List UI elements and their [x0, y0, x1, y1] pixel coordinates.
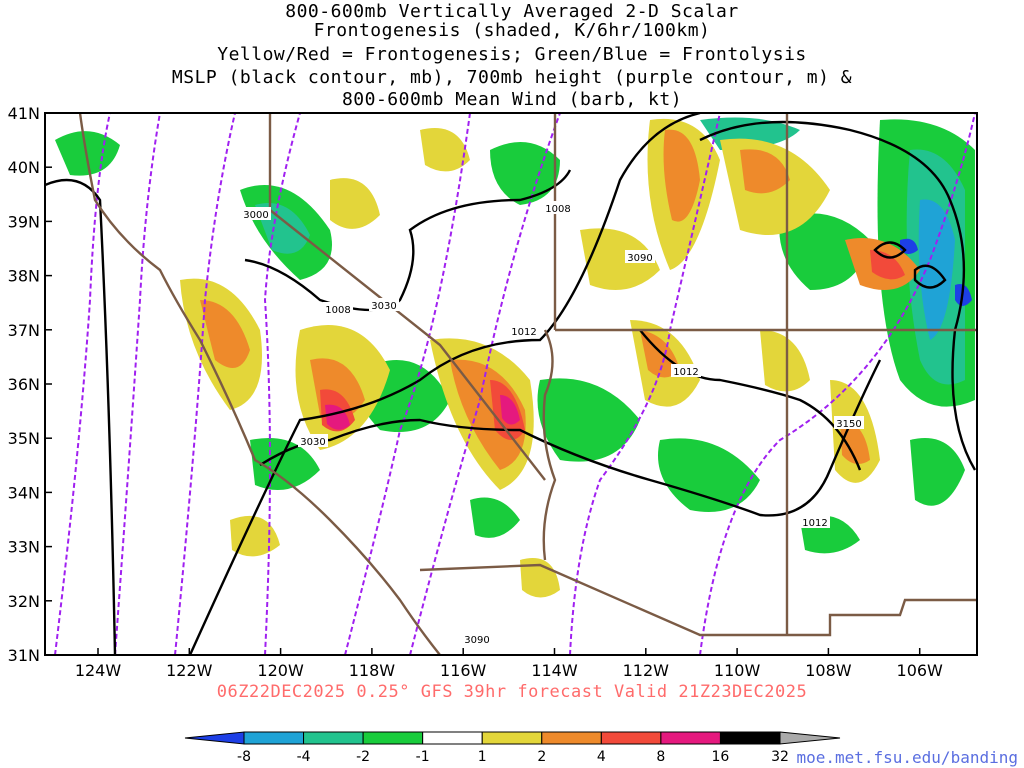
colorbar-label: 16	[712, 749, 730, 765]
contour-label: 3090	[625, 250, 655, 264]
lat-label: 31N	[8, 646, 40, 665]
lon-label: 108W	[805, 661, 852, 680]
lat-label: 32N	[8, 592, 40, 611]
colorbar-segment	[184, 731, 245, 745]
lat-label: 37N	[8, 321, 40, 340]
credit-url: moe.met.fsu.edu/banding	[796, 748, 1018, 767]
frontogenesis-shading	[55, 117, 975, 598]
svg-text:3000: 3000	[243, 210, 268, 221]
contour-labels: 1008 1008 1012 1012 1012 3000 3030 3090 3030 3150…	[241, 201, 864, 646]
svg-text:1012: 1012	[802, 518, 827, 529]
colorbar-label: 4	[597, 749, 606, 765]
lon-label: 106W	[897, 661, 944, 680]
title-line-5: 800-600mb Mean Wind (barb, kt)	[341, 89, 683, 110]
colorbar-label: 1	[478, 749, 487, 765]
title-line-1: 800-600mb Vertically Averaged 2-D Scalar	[285, 1, 739, 22]
colorbar-label: 2	[537, 749, 546, 765]
colorbar-label: -8	[237, 749, 251, 765]
svg-text:1008: 1008	[545, 204, 570, 215]
colorbar: -8 -4 -2 -1 1 2 4 8 16 32	[184, 731, 841, 765]
contour-label: 3150	[834, 416, 864, 430]
svg-text:3090: 3090	[464, 635, 489, 646]
colorbar-segment	[422, 731, 483, 745]
title-line-3: Yellow/Red = Frontogenesis; Green/Blue =…	[217, 44, 807, 65]
lon-label: 122W	[166, 661, 213, 680]
contour-label: 3030	[298, 434, 328, 448]
svg-text:3030: 3030	[300, 437, 325, 448]
contour-label: 1012	[509, 324, 539, 338]
colorbar-segment	[660, 731, 721, 745]
mslp-contours	[45, 113, 977, 655]
colorbar-segment	[719, 731, 781, 745]
boundaries	[78, 113, 977, 655]
lat-label: 41N	[8, 104, 40, 123]
colorbar-segment	[362, 731, 424, 745]
svg-text:3090: 3090	[627, 253, 652, 264]
lat-label: 33N	[8, 538, 40, 557]
title-line-2: Frontogenesis (shaded, K/6hr/100km)	[313, 20, 711, 41]
contour-label: 3030	[369, 298, 399, 312]
lat-label: 38N	[8, 267, 40, 286]
title-line-4: MSLP (black contour, mb), 700mb height (…	[171, 67, 853, 88]
run-label: 06Z22DEC2025 0.25° GFS 39hr forecast Val…	[216, 682, 808, 702]
colorbar-label: -2	[356, 749, 370, 765]
colorbar-label: 32	[771, 749, 789, 765]
svg-text:3150: 3150	[836, 419, 861, 430]
colorbar-segment	[303, 731, 364, 745]
contour-label: 3000	[241, 207, 271, 221]
colorbar-label: 8	[656, 749, 665, 765]
lon-label: 116W	[440, 661, 487, 680]
lat-label: 35N	[8, 429, 40, 448]
contour-label: 1012	[671, 364, 701, 378]
lat-label: 40N	[8, 158, 40, 177]
lat-label: 34N	[8, 483, 40, 502]
colorbar-segment	[600, 731, 662, 745]
longitude-labels: 124W 122W 120W 118W 116W 114W 112W 110W 108W 106W	[75, 648, 943, 680]
lon-label: 112W	[623, 661, 670, 680]
lat-label: 39N	[8, 212, 40, 231]
colorbar-segment	[243, 731, 305, 745]
svg-text:1012: 1012	[511, 327, 536, 338]
lat-label: 36N	[8, 375, 40, 394]
svg-text:1008: 1008	[325, 305, 350, 316]
lon-label: 118W	[349, 661, 396, 680]
lon-label: 120W	[257, 661, 304, 680]
colorbar-segment	[481, 731, 543, 745]
lon-label: 110W	[714, 661, 761, 680]
latitude-labels: 41N 40N 39N 38N 37N 36N 35N 34N 33N 32N 31N	[8, 104, 52, 665]
svg-text:1012: 1012	[673, 367, 698, 378]
colorbar-label: -1	[416, 749, 430, 765]
contour-label: 1012	[800, 515, 830, 529]
lon-label: 114W	[531, 661, 578, 680]
contour-label: 1008	[543, 201, 573, 215]
colorbar-segment	[541, 731, 602, 745]
contour-label: 3090	[462, 632, 492, 646]
lon-label: 124W	[75, 661, 122, 680]
colorbar-label: -4	[297, 749, 311, 765]
colorbar-segment	[779, 731, 841, 745]
contour-label: 1008	[323, 302, 353, 316]
svg-text:3030: 3030	[371, 301, 396, 312]
